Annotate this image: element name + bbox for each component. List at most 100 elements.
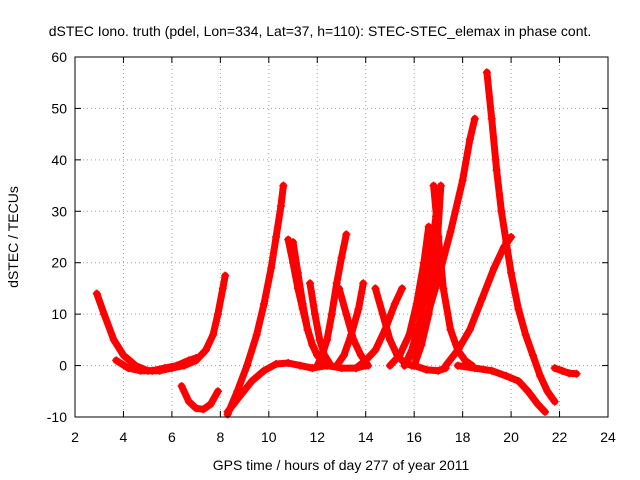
data-point (308, 341, 317, 349)
data-point (119, 351, 128, 360)
data-point (572, 369, 581, 378)
data-series (332, 279, 368, 370)
data-point (298, 299, 307, 308)
data-series (223, 181, 288, 419)
data-point (482, 68, 491, 77)
data-point (385, 361, 394, 370)
x-tick-label: 24 (600, 429, 616, 445)
y-tick-label: 0 (59, 358, 67, 374)
data-point (303, 325, 312, 334)
data-point (400, 361, 409, 370)
data-point (565, 369, 574, 378)
data-point (371, 284, 380, 293)
data-point (332, 361, 341, 370)
data-point (313, 361, 322, 370)
plot-frame (74, 56, 609, 418)
x-tick-label: 10 (261, 429, 277, 445)
data-point (465, 135, 474, 144)
data-point (259, 366, 268, 375)
data-point (243, 361, 252, 370)
data-point (218, 284, 227, 293)
data-point (541, 407, 550, 416)
data-series (112, 353, 201, 375)
data-point (267, 263, 276, 272)
data-point (422, 315, 431, 324)
data-point (514, 305, 523, 313)
data-point (221, 271, 230, 280)
data-point (235, 392, 244, 401)
data-point (453, 346, 462, 355)
y-tick-label: 60 (51, 49, 67, 65)
data-point (322, 335, 331, 344)
x-axis-label: GPS time / hours of day 277 of year 2011 (213, 457, 470, 473)
data-point (410, 346, 419, 355)
data-point (550, 397, 559, 406)
data-point (206, 400, 215, 409)
data-point (429, 181, 438, 190)
x-tick-label: 20 (503, 429, 519, 445)
y-tick-label: 30 (51, 203, 67, 219)
x-tick-label: 16 (406, 429, 422, 445)
data-series (441, 233, 516, 370)
data-point (514, 377, 523, 385)
data-point (259, 299, 268, 308)
series-line (483, 68, 559, 406)
plot-area (92, 68, 581, 419)
data-point (342, 230, 351, 239)
data-point (177, 382, 186, 391)
y-tick-label: 20 (51, 255, 67, 271)
y-tick-label: 50 (51, 100, 67, 116)
data-point (352, 364, 361, 373)
data-point (315, 335, 324, 344)
data-point (434, 274, 443, 283)
data-point (434, 366, 443, 375)
data-point (378, 310, 387, 319)
data-point (410, 361, 419, 370)
data-point (247, 377, 256, 385)
data-point (109, 335, 118, 344)
data-point (289, 238, 298, 247)
data-series (385, 222, 433, 370)
data-point (497, 207, 506, 216)
data-point (470, 364, 479, 373)
x-tick-label: 22 (552, 429, 568, 445)
data-point (112, 356, 121, 365)
chart-title: dSTEC Iono. truth (pdel, Lon=334, Lat=37… (49, 23, 592, 39)
series-line (178, 382, 222, 413)
data-point (209, 330, 218, 339)
y-axis-label: dSTEC / TECUs (5, 186, 21, 288)
series-line (386, 223, 433, 370)
data-point (502, 238, 511, 247)
data-point (136, 366, 145, 375)
data-point (381, 325, 390, 334)
data-point (272, 360, 281, 369)
data-point (550, 364, 559, 373)
data-series (482, 68, 559, 406)
data-point (306, 279, 315, 288)
data-point (528, 351, 537, 360)
data-point (223, 407, 232, 416)
data-point (398, 284, 407, 293)
data-point (148, 366, 157, 375)
data-point (446, 227, 455, 236)
data-point (356, 351, 365, 360)
x-tick-label: 2 (71, 429, 79, 445)
data-point (441, 361, 450, 370)
data-point (276, 202, 285, 211)
data-point (507, 269, 516, 277)
data-point (339, 351, 348, 360)
series-line (352, 284, 406, 372)
data-point (361, 356, 370, 365)
data-point (325, 359, 334, 367)
data-series (453, 361, 550, 416)
data-point (524, 387, 533, 396)
data-point (272, 233, 281, 241)
data-point (446, 325, 455, 334)
data-point (395, 351, 404, 360)
data-series (352, 284, 407, 373)
data-point (100, 310, 109, 319)
data-point (342, 310, 351, 319)
data-point (422, 365, 431, 374)
data-point (436, 181, 445, 190)
